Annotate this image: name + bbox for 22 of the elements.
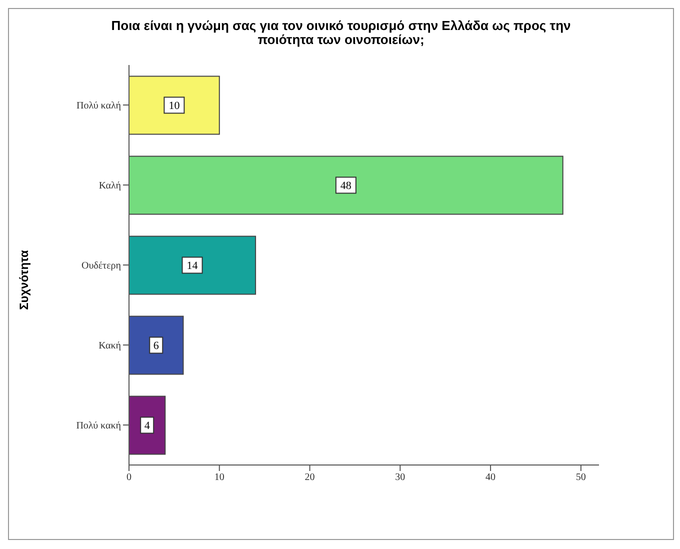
x-tick-label: 20 xyxy=(304,472,315,484)
bar xyxy=(129,76,220,135)
chart-title: Ποια είναι η γνώμη σας για τον οινικό τουρισμό στην Ελλάδα ως προς την ποιότητα των οινοποιείων; xyxy=(110,17,572,47)
bar xyxy=(129,236,256,295)
x-tick-label: 50 xyxy=(576,472,586,484)
data-label: 48 xyxy=(340,180,352,192)
y-tick-label: Ουδέτερη xyxy=(81,260,121,272)
y-tick-label: Καλή xyxy=(98,180,121,192)
data-label: 14 xyxy=(186,260,198,272)
bar xyxy=(129,156,564,215)
data-label: 10 xyxy=(168,100,180,112)
x-tick-label: 0 xyxy=(126,472,132,484)
data-label: 6 xyxy=(153,340,160,352)
x-tick-label: 10 xyxy=(214,472,224,484)
y-tick-label: Πολύ κακή xyxy=(76,420,121,432)
y-tick-label: Κακή xyxy=(98,340,121,352)
bar xyxy=(129,316,184,375)
data-label: 4 xyxy=(144,420,150,432)
y-axis-title: Συχνότητα xyxy=(17,250,32,310)
x-tick-label: 30 xyxy=(395,472,406,484)
y-tick-label: Πολύ καλή xyxy=(76,100,121,112)
x-tick-label: 40 xyxy=(486,472,496,484)
